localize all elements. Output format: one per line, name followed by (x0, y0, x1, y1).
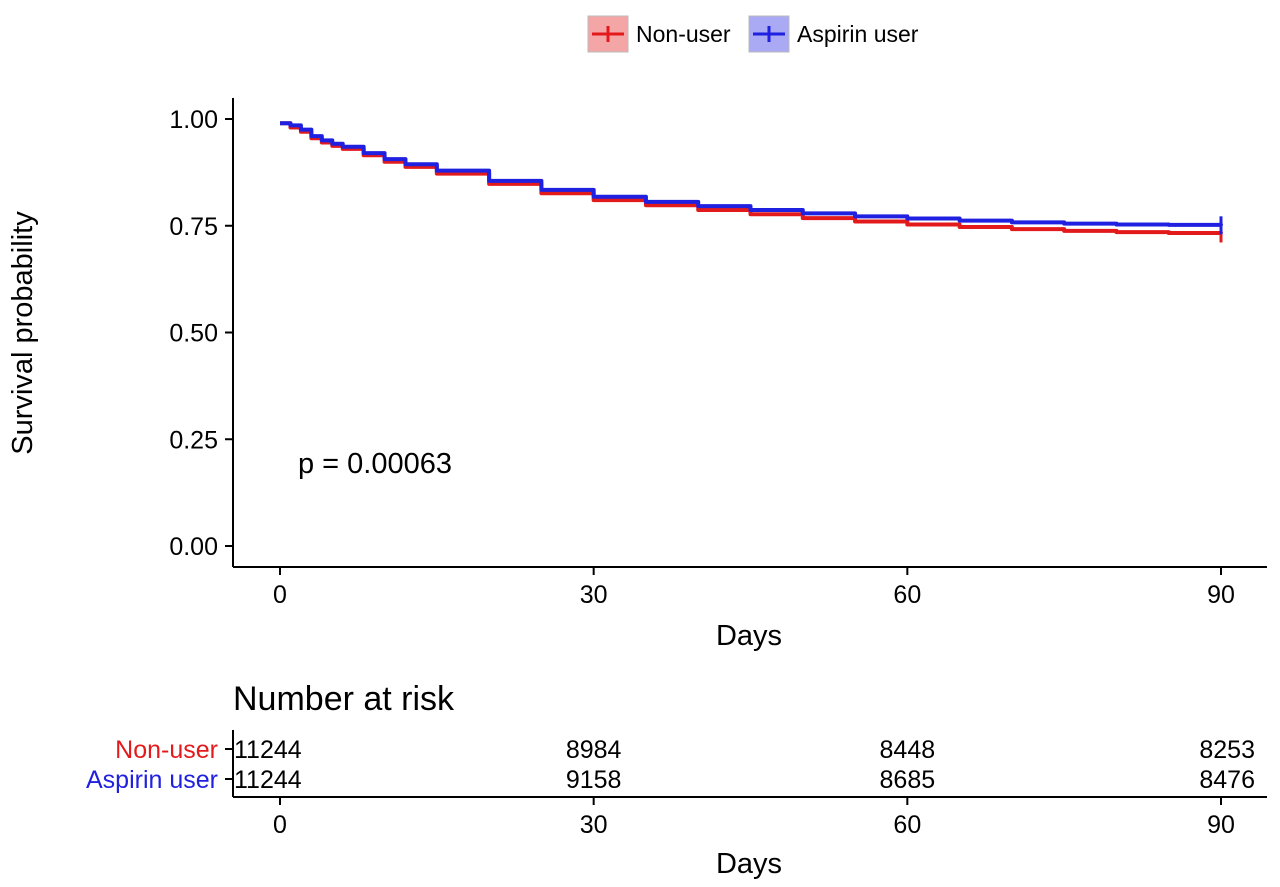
y-axis-label: Survival probability (7, 211, 39, 455)
x-tick-label: 90 (1207, 581, 1235, 609)
risk-table-rows: Non-user 11244 8984 8448 8253 Aspirin user 112… (86, 736, 1255, 794)
x-tick-label: 60 (893, 581, 921, 609)
risk-count: 11244 (234, 766, 302, 794)
risk-row-label: Non-user (115, 736, 218, 764)
x-tick-label: 0 (273, 581, 287, 609)
risk-count: 8984 (566, 736, 622, 764)
risk-x-tick-label: 30 (580, 811, 608, 839)
risk-count: 8448 (880, 736, 936, 764)
survival-curves (280, 121, 1223, 243)
y-tick-label: 0.25 (169, 426, 218, 454)
risk-count: 8476 (1199, 766, 1255, 794)
risk-row-label: Aspirin user (86, 766, 218, 794)
legend-label-non-user: Non-user (636, 21, 731, 47)
p-value-annotation: p = 0.00063 (298, 448, 452, 480)
x-tick-label: 30 (580, 581, 608, 609)
risk-count: 11244 (234, 736, 302, 764)
risk-x-tick-label: 0 (273, 811, 287, 839)
legend-item-aspirin-user: Aspirin user (748, 15, 919, 53)
survival-curve-non-user (280, 121, 1223, 236)
risk-x-tick-label: 60 (893, 811, 921, 839)
y-tick-label: 0.00 (169, 533, 218, 561)
survival-curve-aspirin-user (280, 121, 1223, 227)
risk-count: 8253 (1199, 736, 1255, 764)
y-tick-label: 1.00 (169, 106, 218, 134)
legend-item-non-user: Non-user (587, 15, 731, 53)
legend: Non-user Aspirin user (587, 15, 919, 53)
risk-table-title: Number at risk (233, 680, 455, 718)
y-tick-label: 0.50 (169, 320, 218, 348)
risk-count: 9158 (566, 766, 622, 794)
risk-table-x-ticks: 0 30 60 90 (273, 797, 1235, 839)
x-axis-label: Days (716, 620, 782, 652)
main-plot: 0.00 0.25 0.50 0.75 1.00 0 30 60 90 Survival pr… (7, 98, 1267, 652)
risk-x-tick-label: 90 (1207, 811, 1235, 839)
y-axis-ticks: 0.00 0.25 0.50 0.75 1.00 (169, 106, 233, 561)
x-axis-ticks: 0 30 60 90 (273, 567, 1235, 609)
y-tick-label: 0.75 (169, 213, 218, 241)
risk-count: 8685 (880, 766, 936, 794)
risk-table: Number at risk Non-user 11244 8984 8448 8253… (86, 680, 1267, 880)
legend-label-aspirin-user: Aspirin user (797, 21, 919, 47)
risk-table-x-axis-label: Days (716, 848, 782, 880)
